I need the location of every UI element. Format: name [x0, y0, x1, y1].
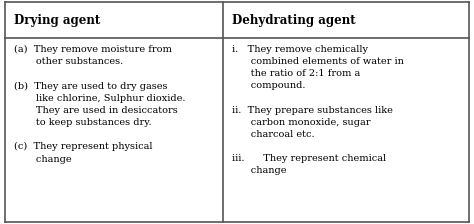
- Text: Dehydrating agent: Dehydrating agent: [232, 14, 356, 27]
- Text: Drying agent: Drying agent: [14, 14, 100, 27]
- Text: (a)  They remove moisture from
       other substances.

(b)  They are used to d: (a) They remove moisture from other subs…: [14, 45, 186, 164]
- Text: i.   They remove chemically
      combined elements of water in
      the ratio : i. They remove chemically combined eleme…: [232, 45, 404, 175]
